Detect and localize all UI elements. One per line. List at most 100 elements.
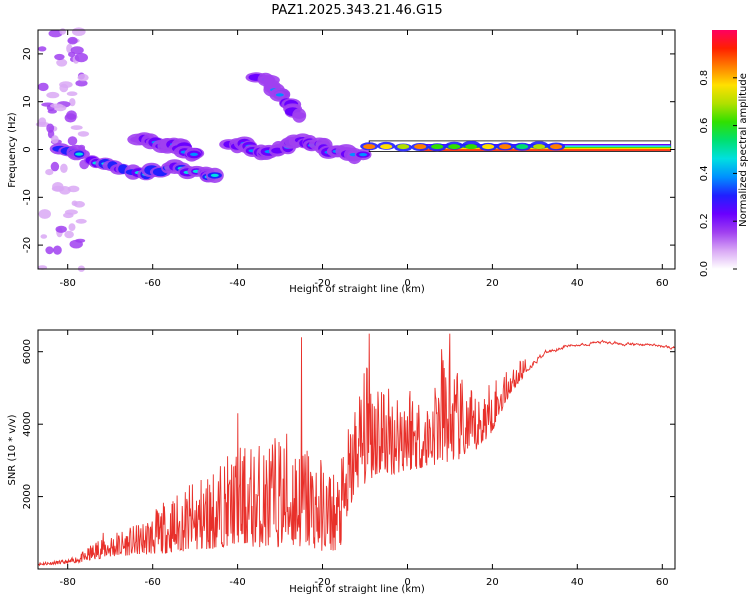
track-core [210,173,219,177]
track-core [190,152,198,156]
y-tick-label: -20 [22,237,33,253]
noise-blob [45,169,54,176]
noise-blob [56,58,68,67]
x-tick-label: 40 [571,577,584,588]
noise-blob [60,163,68,173]
carrier-core [550,144,563,150]
noise-blob [70,46,84,55]
noise-blob [68,51,76,58]
noise-blob [75,79,88,87]
noise-blob [75,218,87,224]
noise-blob [66,91,78,96]
track-blob [293,112,306,119]
x-tick-label: -80 [60,278,76,289]
noise-blob [67,36,78,45]
x-tick-label: 0 [404,278,410,289]
y-tick-label: 2000 [22,484,33,509]
y-tick-label: 0 [22,146,33,152]
noise-blob [59,83,69,93]
x-tick-label: 60 [656,577,669,588]
snr-series-line [38,333,675,567]
carrier-core [499,144,512,150]
track-core [275,93,284,97]
carrier-core [448,144,461,150]
noise-blob [35,121,50,127]
noise-blob [67,185,80,193]
carrier-core [533,144,546,150]
noise-blob [64,113,77,123]
spectrogram-panel: -80 -60 -40 -20 0 20 40 60 -20 -10 0 10 20 Height of… [7,27,676,295]
noise-blob [38,209,51,219]
colorbar-tick-label: 0.2 [699,213,710,229]
colorbar: 0.0 0.2 0.4 0.6 0.8 Normalized spectral ampl… [699,30,749,277]
carrier-core [363,144,376,150]
carrier-core [482,144,495,150]
noise-blob [38,46,47,52]
noise-blob [77,73,89,82]
spectrogram-ylabel: Frequency (Hz) [7,112,18,188]
noise-blob [74,52,88,63]
noise-blob [53,245,62,255]
x-tick-label: 40 [571,278,584,289]
carrier-core [516,144,529,150]
x-tick-label: -60 [145,577,161,588]
spectrogram-xlabel: Height of straight line (km) [289,284,425,295]
noise-blob [37,82,49,92]
y-tick-label: 20 [22,48,33,61]
x-tick-label: -80 [60,577,76,588]
x-tick-label: -60 [145,278,161,289]
x-tick-label: -40 [229,577,245,588]
noise-blob [70,125,83,130]
snr-xlabel: Height of straight line (km) [289,584,425,595]
x-tick-label: 20 [486,278,499,289]
colorbar-label: Normalized spectral amplitude [738,73,749,227]
noise-blob [69,239,83,249]
noise-blob [46,91,60,99]
snr-marks [38,333,675,567]
noise-blob [51,135,59,144]
x-tick-label: -20 [314,577,330,588]
x-tick-label: -20 [314,278,330,289]
noise-blob [50,161,60,172]
noise-blob [64,230,74,239]
noise-blob [67,136,78,146]
noise-blob [50,103,64,109]
x-tick-label: 20 [486,577,499,588]
carrier-core [431,144,444,150]
noise-blob [77,131,90,137]
colorbar-tick-label: 0.0 [699,261,710,277]
carrier-core [414,144,427,150]
colorbar-tick-label: 0.4 [699,165,710,181]
carrier-core [465,144,478,150]
snr-ticks: -80 -60 -40 -20 0 20 40 60 2000 4000 6000 [22,330,675,588]
x-tick-label: -40 [229,278,245,289]
track-core [75,152,84,156]
noise-blob [45,246,54,255]
carrier-core [380,144,393,150]
x-tick-label: 60 [656,278,669,289]
track-core [359,153,368,157]
colorbar-gradient [712,30,737,269]
snr-ylabel: SNR (10 * v/v) [7,414,18,485]
figure-title: PAZ1.2025.343.21.46.G15 [271,3,442,18]
noise-blob [69,98,76,107]
noise-blob [48,29,63,38]
y-tick-label: 4000 [22,411,33,436]
colorbar-tick-label: 0.6 [699,118,710,134]
noise-blob [55,225,67,233]
x-tick-label: 0 [404,577,410,588]
noise-blob [59,28,66,35]
noise-blob [73,201,86,208]
snr-frame [37,329,676,570]
y-tick-label: 10 [22,95,33,108]
snr-panel: -80 -60 -40 -20 0 20 40 60 2000 4000 6000 Height o… [7,329,676,595]
noise-blob [72,27,86,36]
noise-blob [46,123,55,133]
carrier-core [397,144,410,150]
colorbar-tick-label: 0.8 [699,70,710,86]
colorbar-ticks: 0.0 0.2 0.4 0.6 0.8 [699,70,737,277]
spectrogram-marks [35,27,672,272]
noise-blob [52,182,64,192]
y-tick-label: 6000 [22,339,33,364]
